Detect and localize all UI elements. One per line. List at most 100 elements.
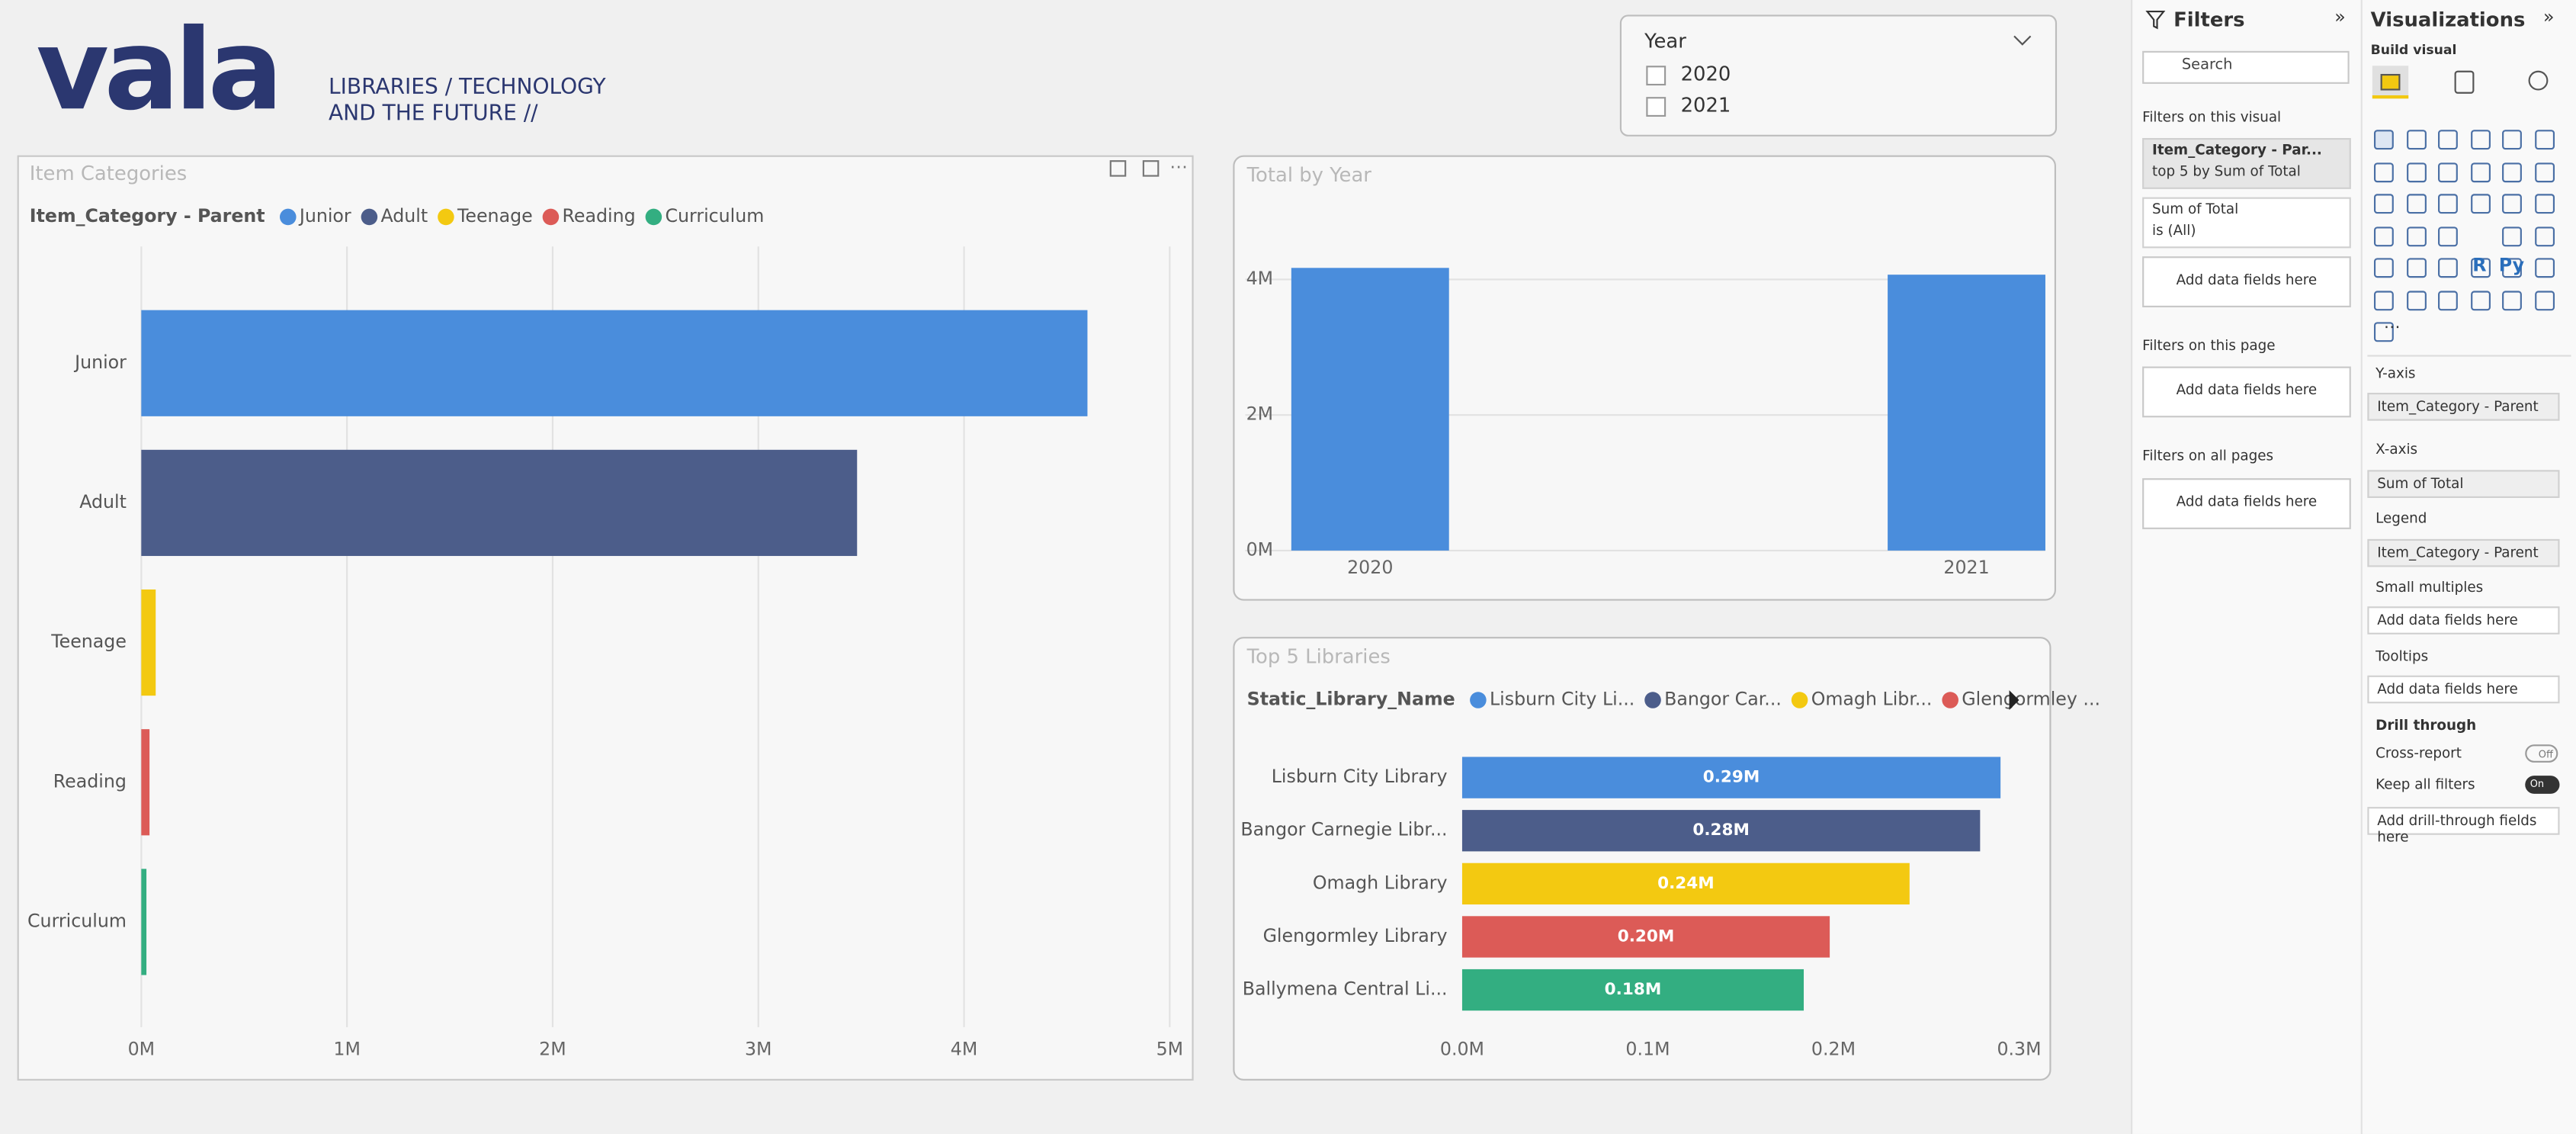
viz-icon[interactable] — [2373, 162, 2394, 182]
viz-icon[interactable] — [2470, 258, 2490, 278]
y-tick-label: Lisburn City Library — [1272, 766, 1448, 787]
checkbox[interactable] — [1646, 97, 1667, 117]
slicer-option[interactable]: 2021 — [1680, 93, 1731, 117]
viz-icon[interactable] — [2470, 162, 2490, 182]
viz-icon[interactable] — [2438, 194, 2458, 214]
field-well[interactable]: Item_Category - Parent — [2367, 393, 2560, 421]
viz-icon[interactable] — [2405, 226, 2426, 246]
visualizations-pane — [2362, 0, 2576, 1134]
more[interactable]: ⋯ — [2383, 319, 2401, 337]
viz-icon[interactable] — [2438, 290, 2458, 310]
tab-icon[interactable] — [2380, 73, 2401, 91]
viz-icon[interactable] — [2373, 290, 2394, 310]
viz-icon[interactable] — [2502, 162, 2522, 182]
viz-icon[interactable] — [2502, 290, 2522, 310]
legend-label: Omagh Libr... — [1811, 689, 1933, 710]
legend-title: Static_Library_Name — [1247, 689, 1455, 710]
y-tick-label: Teenage — [50, 631, 127, 652]
data-label: 0.20M — [1618, 927, 1675, 946]
viz-icon[interactable] — [2373, 130, 2394, 150]
viz-icon[interactable] — [2438, 162, 2458, 182]
legend-label: Lisburn City Li... — [1490, 689, 1634, 710]
viz-icon[interactable] — [2534, 258, 2554, 278]
viz-icon[interactable] — [2502, 258, 2522, 278]
y-tick-label: Glengormley Library — [1263, 925, 1448, 946]
checkbox[interactable] — [1646, 66, 1667, 86]
toggle[interactable]: On — [2525, 776, 2560, 794]
viz-icon[interactable] — [2502, 130, 2522, 150]
filter-icon — [2145, 11, 2166, 30]
viz-icon[interactable] — [2373, 194, 2394, 214]
drop-zone[interactable]: Add data fields here — [2142, 256, 2351, 307]
bar — [141, 310, 1088, 416]
viz-icon[interactable] — [2534, 130, 2554, 150]
legend-swatch — [279, 208, 297, 226]
drop-zone[interactable]: Add data fields here — [2142, 366, 2351, 418]
y-tick-label: Omagh Library — [1313, 872, 1448, 893]
viz-icon[interactable] — [2534, 226, 2554, 246]
viz-icon[interactable] — [2405, 194, 2426, 214]
viz-icon[interactable] — [2470, 130, 2490, 150]
legend-swatch — [1791, 692, 1808, 708]
tab-icon[interactable] — [2454, 70, 2475, 94]
field-well[interactable]: Item_Category - Parent — [2367, 538, 2560, 567]
legend-label: Reading — [563, 205, 636, 226]
drop-zone[interactable]: Add data fields here — [2367, 675, 2560, 704]
bar — [1291, 268, 1449, 551]
visual-header-icon[interactable] — [1142, 160, 1160, 177]
visual-title: Total by Year — [1246, 164, 1372, 187]
viz-icon[interactable] — [2373, 322, 2394, 342]
collapse[interactable]: » — [2542, 6, 2555, 28]
viz-icon[interactable] — [2502, 194, 2522, 214]
y-tick-label: 2M — [1246, 403, 1274, 425]
viz-icon[interactable] — [2438, 226, 2458, 246]
viz-icon[interactable] — [2438, 258, 2458, 278]
toggle-label: Cross-report — [2376, 746, 2462, 763]
tab-icon[interactable] — [2528, 70, 2549, 91]
filter-card[interactable] — [2142, 197, 2351, 249]
bar — [141, 869, 147, 975]
filter-card-title: Sum of Total — [2152, 202, 2239, 219]
bar — [141, 449, 858, 557]
search-placeholder[interactable]: Search — [2181, 57, 2233, 74]
viz-icon[interactable] — [2405, 162, 2426, 182]
slicer-chevron[interactable] — [2013, 33, 2032, 50]
viz-icon[interactable] — [2373, 226, 2394, 246]
legend-label: Junior — [298, 205, 351, 226]
y-tick-label: 0M — [1246, 538, 1274, 560]
legend-swatch — [1644, 692, 1661, 708]
viz-icon[interactable] — [2470, 194, 2490, 214]
viz-icon[interactable] — [2373, 258, 2394, 278]
drop-zone[interactable]: Add drill-through fields here — [2367, 807, 2560, 846]
viz-icon[interactable] — [2534, 162, 2554, 182]
slicer[interactable] — [1619, 14, 2058, 137]
legend-label: Curriculum — [665, 205, 764, 226]
x-tick-label: 0.1M — [1625, 1039, 1670, 1060]
viz-icon[interactable] — [2534, 290, 2554, 310]
legend-label: Teenage — [457, 205, 533, 226]
slicer-option[interactable]: 2020 — [1680, 62, 1731, 86]
viz-icon[interactable] — [2405, 290, 2426, 310]
viz-icon[interactable] — [2405, 258, 2426, 278]
viz-icon[interactable]: Py — [2498, 255, 2525, 277]
viz-icon[interactable]: R — [2472, 255, 2487, 277]
collapse[interactable]: » — [2334, 6, 2346, 28]
logo: vala — [36, 6, 283, 137]
filter-card[interactable] — [2142, 138, 2351, 189]
bar — [1461, 916, 1830, 958]
legend-arrow — [2009, 690, 2019, 710]
search-box[interactable] — [2142, 50, 2350, 84]
visual-header-icon[interactable] — [1109, 160, 1127, 177]
drop-zone[interactable]: Add data fields here — [2367, 606, 2560, 634]
viz-icon[interactable] — [2502, 226, 2522, 246]
bar — [1461, 863, 1910, 904]
viz-icon[interactable] — [2405, 130, 2426, 150]
viz-icon[interactable] — [2438, 130, 2458, 150]
viz-icon[interactable] — [2470, 290, 2490, 310]
x-tick-label: 2M — [539, 1039, 566, 1060]
drop-zone[interactable]: Add data fields here — [2142, 478, 2351, 529]
viz-icon[interactable] — [2534, 194, 2554, 214]
toggle[interactable]: Off — [2525, 744, 2558, 763]
section-label: Build visual — [2370, 43, 2457, 58]
field-well[interactable]: Sum of Total — [2367, 470, 2560, 498]
